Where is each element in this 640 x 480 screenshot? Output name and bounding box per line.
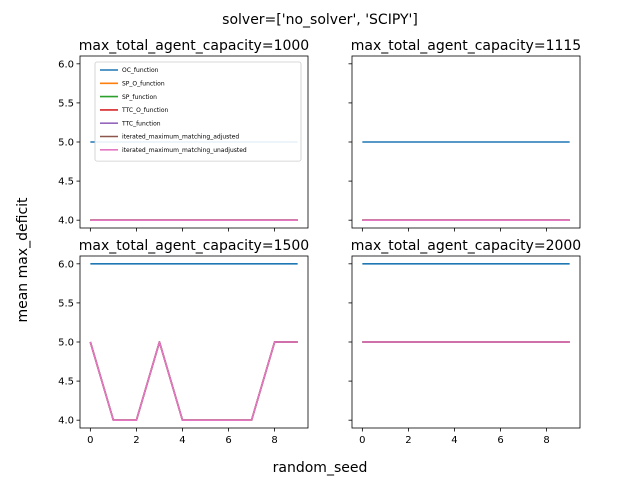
y-tick-label: 5.5	[58, 298, 74, 309]
x-tick-label: 2	[405, 435, 411, 446]
series-line-iterated_maximum_matching_unadjusted	[89, 341, 298, 421]
legend-entry: SP_O_function	[100, 81, 165, 88]
x-tick-label: 0	[359, 435, 365, 446]
series-lines	[89, 263, 298, 421]
legend-label: TTC_function	[121, 120, 161, 127]
legend-entry: SP_function	[100, 94, 157, 101]
x-tick-label: 6	[497, 435, 503, 446]
legend-entry: TTC_O_function	[100, 107, 168, 114]
series-lines	[362, 141, 570, 221]
legend-entry: iterated_maximum_matching_unadjusted	[100, 147, 247, 154]
legend-label: TTC_O_function	[121, 107, 168, 114]
x-tick-label: 4	[179, 435, 185, 446]
legend-label: iterated_maximum_matching_unadjusted	[122, 147, 247, 154]
x-tick-label: 2	[133, 435, 139, 446]
subplot-title: max_total_agent_capacity=1000	[79, 38, 309, 54]
subplot-4: max_total_agent_capacity=2000 0 2 4 6 8	[348, 238, 581, 446]
y-tick-label: 6.0	[58, 59, 74, 70]
legend-entry: iterated_maximum_matching_adjusted	[100, 134, 239, 141]
y-tick-label: 4.5	[58, 177, 74, 188]
legend-box	[94, 61, 302, 162]
legend-label: iterated_maximum_matching_adjusted	[122, 134, 239, 141]
figure-xlabel: random_seed	[273, 460, 368, 476]
y-tick-label: 5.5	[58, 98, 74, 109]
legend-entry: TTC_function	[100, 120, 161, 127]
y-tick-label: 4.0	[58, 216, 74, 227]
x-tick-label: 8	[271, 435, 277, 446]
series-lines	[362, 263, 570, 343]
subplot-title: max_total_agent_capacity=2000	[351, 238, 581, 254]
x-tick-label: 6	[225, 435, 231, 446]
legend-label: OC_function	[122, 67, 159, 74]
y-tick-label: 5.0	[58, 138, 74, 149]
x-tick-label: 8	[543, 435, 549, 446]
y-tick-label: 6.0	[58, 259, 74, 270]
x-tick-label: 4	[451, 435, 457, 446]
subplot-3: max_total_agent_capacity=1500 4.0 4.5 5.0 5.…	[58, 238, 309, 446]
legend: OC_function SP_O_function SP_function TTC_O…	[94, 61, 302, 162]
legend-entry: OC_function	[100, 67, 159, 74]
figure-ylabel: mean max_deficit	[15, 197, 31, 323]
y-tick-label: 4.5	[58, 377, 74, 388]
subplot-2: max_total_agent_capacity=1115	[348, 38, 581, 232]
x-tick-label: 0	[87, 435, 93, 446]
subplot-title: max_total_agent_capacity=1115	[351, 38, 581, 54]
legend-label: SP_function	[122, 94, 157, 101]
subplot-title: max_total_agent_capacity=1500	[79, 238, 309, 254]
legend-label: SP_O_function	[122, 81, 165, 88]
y-tick-label: 4.0	[58, 416, 74, 427]
figure-suptitle: solver=['no_solver', 'SCIPY']	[222, 12, 418, 28]
y-tick-label: 5.0	[58, 338, 74, 349]
